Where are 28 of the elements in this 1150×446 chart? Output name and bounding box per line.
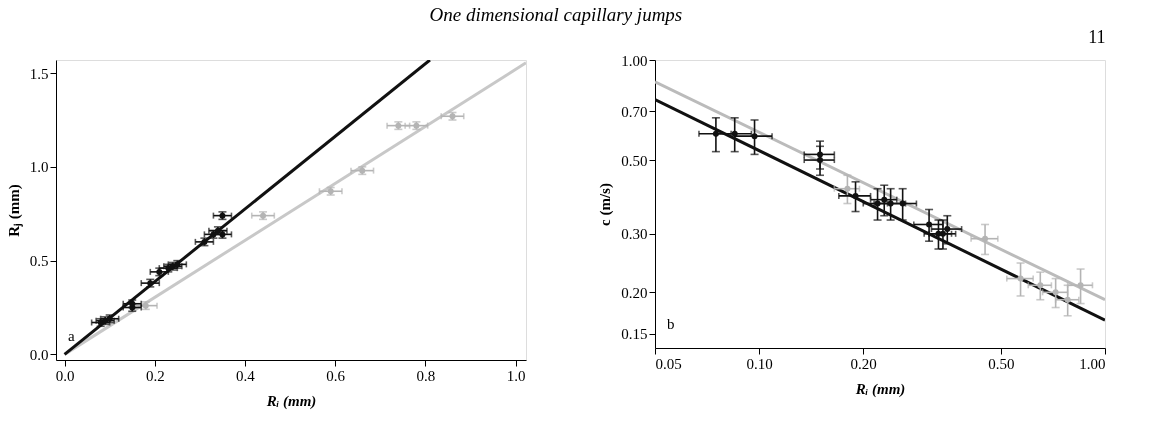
y-tick-label: 1.5 xyxy=(29,65,49,82)
y-axis-title: c (m/s) xyxy=(597,183,615,226)
y-axis-title: Rⱼ (mm) xyxy=(5,184,23,237)
x-tick-label: 0.4 xyxy=(236,367,256,384)
y-tick-label: 0.20 xyxy=(621,284,648,301)
x-tick-label: 0.50 xyxy=(988,355,1015,372)
chart-title: 11 xyxy=(1088,27,1106,47)
x-tick-label: 0.8 xyxy=(416,367,436,384)
y-tick-label: 1.00 xyxy=(621,52,648,69)
annotation: a xyxy=(68,328,75,344)
x-tick-label: 0.0 xyxy=(55,367,75,384)
x-tick-label: 0.2 xyxy=(145,367,165,384)
y-tick-label: 1.0 xyxy=(29,159,49,176)
x-tick-label: 0.6 xyxy=(326,367,346,384)
chart-title: One dimensional capillary jumps xyxy=(429,3,683,25)
y-tick-label: 0.15 xyxy=(621,326,648,343)
x-tick-label: 0.05 xyxy=(655,355,682,372)
x-axis-title: Rᵢ (mm) xyxy=(854,380,906,398)
y-tick-label: 0.70 xyxy=(621,103,648,120)
y-tick-label: 0.5 xyxy=(29,253,49,270)
x-tick-label: 0.20 xyxy=(850,355,877,372)
annotation: b xyxy=(667,316,675,332)
x-tick-label: 1.0 xyxy=(506,367,526,384)
x-tick-label: 0.10 xyxy=(746,355,773,372)
y-tick-label: 0.50 xyxy=(621,152,648,169)
y-tick-label: 0.30 xyxy=(621,226,648,243)
x-tick-label: 1.00 xyxy=(1079,355,1106,372)
x-axis-title: Rᵢ (mm) xyxy=(265,392,317,410)
